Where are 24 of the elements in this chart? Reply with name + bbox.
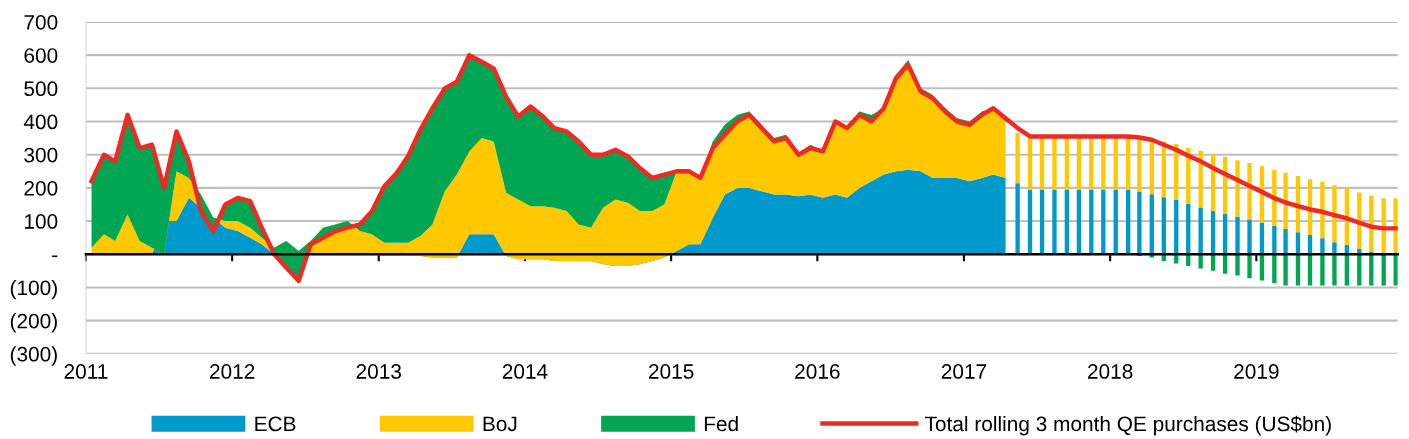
legend-label: Fed — [704, 415, 738, 432]
y-tick-label: (300) — [10, 346, 57, 366]
x-tick-label: 2011 — [64, 364, 108, 379]
x-tick-label: 2012 — [210, 364, 255, 379]
x-tick-label: 2013 — [356, 364, 402, 379]
y-tick-label: 300 — [24, 147, 58, 163]
y-tick-label: 200 — [24, 180, 58, 196]
y-tick-label: (100) — [10, 279, 57, 300]
y-tick-label: 500 — [24, 81, 58, 97]
legend-label: BoJ — [483, 416, 517, 432]
x-tick-label: 2018 — [1088, 364, 1133, 379]
y-tick-label: 400 — [23, 114, 58, 130]
x-tick-label: 2014 — [502, 364, 548, 379]
x-tick-label: 2015 — [649, 364, 694, 379]
x-tick-label: 2017 — [941, 364, 987, 379]
y-tick-label: 700 — [24, 14, 58, 30]
legend-label: ECB — [255, 416, 296, 432]
legend-label: Total rolling 3 month QE purchases (US$bn) — [925, 415, 1331, 436]
y-tick-label: 100 — [25, 214, 58, 229]
y-tick-label: - — [52, 255, 58, 258]
y-tick-label: 600 — [24, 48, 58, 63]
x-tick-label: 2016 — [795, 364, 840, 379]
y-tick-label: (200) — [10, 313, 57, 333]
x-tick-label: 2019 — [1234, 364, 1279, 379]
